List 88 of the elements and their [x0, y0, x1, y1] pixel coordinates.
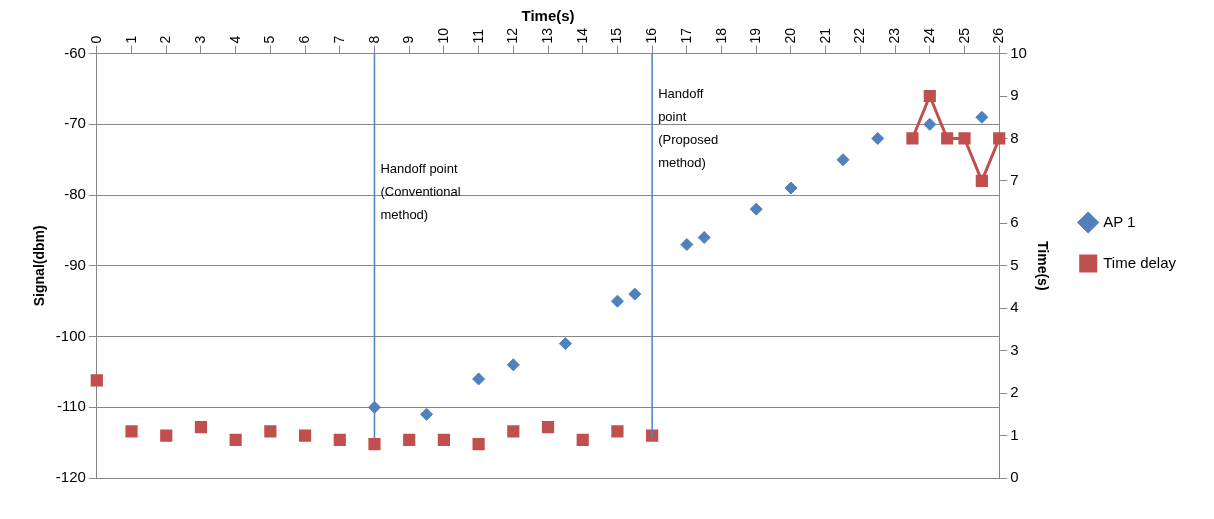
y-tick-label: -120: [55, 468, 86, 486]
x-tick-label: 21: [816, 27, 833, 44]
x-tick-label: 25: [955, 27, 972, 44]
x-tick-label: 16: [643, 27, 660, 44]
point: [784, 181, 798, 195]
point: [472, 437, 485, 451]
point: [871, 131, 885, 145]
point: [160, 429, 173, 442]
x-tick-label: 2: [157, 35, 174, 44]
y2-tick-label: 5: [1010, 255, 1019, 273]
x-tick-label: 17: [677, 27, 694, 44]
x-tick-label: 11: [469, 28, 486, 44]
y-tick-label: -100: [55, 326, 86, 344]
y2-tick-label: 6: [1010, 213, 1019, 231]
point: [611, 425, 624, 438]
point: [229, 433, 242, 446]
point: [368, 437, 381, 451]
point: [941, 132, 954, 145]
point: [628, 287, 642, 301]
y-axis-title: Signal(dbm): [31, 225, 48, 307]
y2-tick-label: 1: [1010, 425, 1019, 443]
point: [697, 230, 711, 244]
point: [125, 425, 138, 438]
y2-tick-label: 7: [1010, 171, 1019, 189]
legend-label: Time delay: [1103, 253, 1177, 271]
y-tick-label: -110: [56, 397, 86, 415]
y-tick-label: -90: [64, 255, 86, 273]
x-tick-label: 14: [573, 27, 590, 44]
point: [333, 433, 346, 446]
point: [558, 337, 572, 351]
y-tick-label: -60: [64, 43, 86, 61]
point: [403, 433, 416, 446]
y2-tick-label: 4: [1010, 298, 1019, 316]
y2-tick-label: 9: [1010, 86, 1019, 104]
point: [975, 110, 989, 124]
point: [472, 372, 486, 386]
x-tick-label: 15: [608, 27, 625, 44]
x-tick-label: 4: [226, 35, 243, 44]
x-tick-label: 8: [365, 35, 382, 44]
y2-tick-label: 3: [1010, 340, 1019, 358]
y2-tick-label: 0: [1010, 468, 1019, 486]
point: [906, 132, 919, 145]
point: [420, 407, 434, 421]
x-tick-label: 5: [261, 35, 278, 44]
x-tick-label: 26: [990, 27, 1007, 44]
x-tick-label: 1: [122, 35, 139, 44]
x-tick-label: 6: [296, 35, 313, 44]
point: [749, 202, 763, 216]
point: [541, 420, 555, 434]
point: [90, 374, 103, 387]
point: [194, 420, 208, 434]
x-tick-label: 13: [539, 27, 556, 44]
x-tick-label: 12: [504, 27, 521, 44]
x-axis-title: Time(s): [521, 7, 575, 25]
point: [506, 358, 520, 372]
point: [836, 153, 850, 167]
y-tick-label: -70: [64, 114, 86, 132]
point: [610, 294, 624, 308]
point: [958, 132, 971, 145]
x-tick-label: 24: [920, 27, 937, 44]
point: [975, 174, 988, 187]
point: [298, 429, 312, 442]
point: [993, 132, 1006, 145]
x-tick-label: 22: [851, 27, 868, 44]
x-tick-label: 18: [712, 27, 729, 44]
x-tick-label: 0: [87, 35, 104, 44]
y2-tick-label: 2: [1010, 383, 1019, 401]
x-tick-label: 19: [747, 27, 764, 44]
x-tick-label: 10: [434, 27, 451, 44]
point: [367, 400, 381, 414]
x-tick-label: 9: [400, 35, 417, 44]
y2-axis-title: Time(s): [1035, 241, 1052, 291]
x-tick-label: 7: [330, 35, 347, 44]
point: [507, 425, 520, 438]
ref-line-label: Handoff point (Proposed method): [658, 86, 719, 171]
y-tick-label: -80: [64, 185, 86, 203]
point: [923, 117, 937, 131]
x-tick-label: 3: [192, 35, 208, 44]
ref-line-label: Handoff point (Conventional method): [380, 161, 461, 223]
y2-tick-label: 8: [1010, 128, 1019, 146]
point: [923, 89, 936, 103]
point: [576, 433, 589, 446]
point: [680, 238, 694, 252]
point: [437, 433, 450, 446]
point: [264, 425, 277, 438]
x-tick-label: 20: [782, 27, 799, 44]
legend-label: AP 1: [1103, 212, 1136, 230]
x-tick-label: 23: [886, 27, 903, 44]
